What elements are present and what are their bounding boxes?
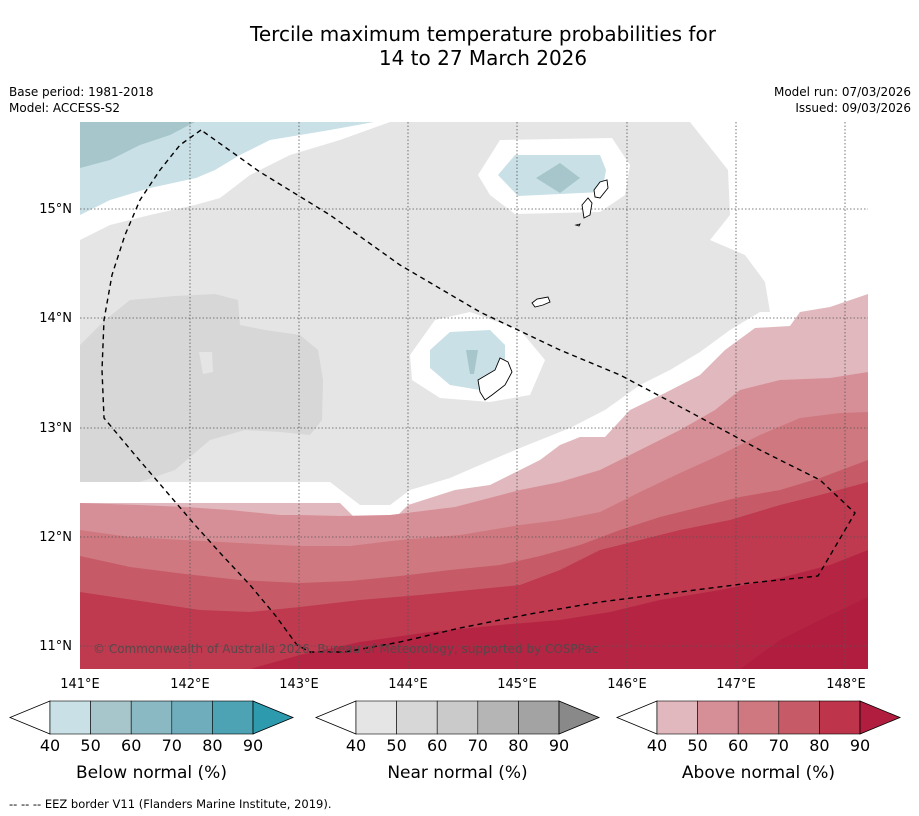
eez-border xyxy=(101,129,856,653)
colorbar-segment xyxy=(778,700,820,735)
chart-title: Tercile maximum temperature probabilitie… xyxy=(0,22,919,70)
lon-label: 145°E xyxy=(497,677,537,692)
colorbar-high-arrow xyxy=(558,700,601,735)
colorbar-segment xyxy=(355,700,397,735)
near-normal-inset xyxy=(199,352,213,374)
colorbar-tick: 70 xyxy=(769,736,789,755)
colorbar-tick: 50 xyxy=(80,736,100,755)
islands xyxy=(477,179,609,401)
colorbar-tick: 80 xyxy=(508,736,528,755)
colorbar-segment xyxy=(90,700,132,735)
colorbar-segment xyxy=(49,700,91,735)
colorbar-2: 40 50 60 70 80 90 Near normal (%) xyxy=(314,700,601,783)
colorbar-title: Below normal (%) xyxy=(76,763,227,783)
colorbar-tick: 70 xyxy=(162,736,182,755)
colorbar-tick: 70 xyxy=(468,736,488,755)
colorbar-tick: 80 xyxy=(202,736,222,755)
colorbar-segment xyxy=(477,700,519,735)
below-normal-40-region xyxy=(80,122,374,215)
title-line-1: Tercile maximum temperature probabilitie… xyxy=(250,22,716,46)
colorbar-low-arrow xyxy=(8,700,51,735)
colorbar-tick: 40 xyxy=(647,736,667,755)
above-normal-90-band xyxy=(250,550,868,669)
meta-left: Base period: 1981-2018 Model: ACCESS-S2 xyxy=(9,84,154,116)
lat-label: 15°N xyxy=(39,202,72,217)
colorbar-tick: 50 xyxy=(687,736,707,755)
lon-label: 144°E xyxy=(388,677,428,692)
aguijan-island xyxy=(574,223,581,227)
above-normal-90-corner xyxy=(740,597,868,669)
colorbar-segment xyxy=(436,700,479,735)
guam-island xyxy=(477,357,513,401)
meta-right: Model run: 07/03/2026 Issued: 09/03/2026 xyxy=(774,84,911,116)
lon-label: 146°E xyxy=(607,677,647,692)
colorbar-tick: 60 xyxy=(728,736,748,755)
colorbar-tick: 90 xyxy=(850,736,870,755)
gridlines xyxy=(80,122,868,669)
colorbar-tick: 60 xyxy=(427,736,447,755)
colorbar-tick: 40 xyxy=(346,736,366,755)
colorbar-segment xyxy=(212,700,254,735)
colorbar-tick: 60 xyxy=(121,736,141,755)
lon-label: 148°E xyxy=(826,677,866,692)
model-name: Model: ACCESS-S2 xyxy=(9,101,121,115)
title-line-2: 14 to 27 March 2026 xyxy=(378,46,588,70)
base-period: Base period: 1981-2018 xyxy=(9,85,154,99)
colorbar-segment xyxy=(737,700,780,735)
colorbar-tick: 40 xyxy=(40,736,60,755)
lon-label: 141°E xyxy=(60,677,100,692)
footnote: -- -- -- EEZ border V11 (Flanders Marine… xyxy=(9,797,332,811)
colorbar-segment xyxy=(697,700,739,735)
model-run: Model run: 07/03/2026 xyxy=(773,85,911,99)
lon-label: 143°E xyxy=(279,677,319,692)
east-white-pocket xyxy=(690,122,868,325)
near-normal-50-region xyxy=(80,294,323,482)
copyright-text: © Commonwealth of Australia 2026, Bureau… xyxy=(93,642,598,656)
lon-labels: 141°E 142°E 143°E 144°E 145°E 146°E 147°… xyxy=(60,677,866,692)
colorbar-tick: 90 xyxy=(243,736,263,755)
lat-label: 13°N xyxy=(39,421,72,436)
colorbar-low-arrow xyxy=(615,700,658,735)
below-normal-50-region xyxy=(80,122,195,168)
colorbar-segment xyxy=(171,700,213,735)
colorbar-1: 40 50 60 70 80 90 Below normal (%) xyxy=(8,700,295,783)
colorbar-segment xyxy=(656,700,698,735)
colorbar-tick: 90 xyxy=(549,736,569,755)
below-blob-north-50 xyxy=(536,163,580,193)
colorbar-tick: 80 xyxy=(809,736,829,755)
colorbar-3: 40 50 60 70 80 90 Above normal (%) xyxy=(615,700,902,783)
colorbar-segment xyxy=(819,700,861,735)
map-fields: © Commonwealth of Australia 2026, Bureau… xyxy=(80,122,868,669)
colorbar-segment xyxy=(396,700,438,735)
lat-labels: 15°N 14°N 13°N 12°N 11°N xyxy=(39,202,72,654)
colorbar-title: Near normal (%) xyxy=(387,763,527,783)
tinian-island xyxy=(581,197,593,219)
colorbars: 40 50 60 70 80 90 Below normal (%) 40 50 60 70 80 90… xyxy=(8,700,902,783)
below-blob-guam-50 xyxy=(466,350,478,374)
issued-date: Issued: 09/03/2026 xyxy=(795,101,911,115)
lon-label: 147°E xyxy=(716,677,756,692)
lon-label: 142°E xyxy=(170,677,210,692)
colorbar-title: Above normal (%) xyxy=(682,763,835,783)
colorbar-high-arrow xyxy=(252,700,295,735)
colorbar-segment xyxy=(130,700,173,735)
colorbar-low-arrow xyxy=(314,700,357,735)
saipan-island xyxy=(593,179,609,199)
colorbar-tick: 50 xyxy=(386,736,406,755)
rota-island xyxy=(531,296,551,308)
lat-label: 11°N xyxy=(39,639,72,654)
lat-label: 14°N xyxy=(39,311,72,326)
lat-label: 12°N xyxy=(39,530,72,545)
colorbar-high-arrow xyxy=(859,700,902,735)
colorbar-segment xyxy=(518,700,560,735)
